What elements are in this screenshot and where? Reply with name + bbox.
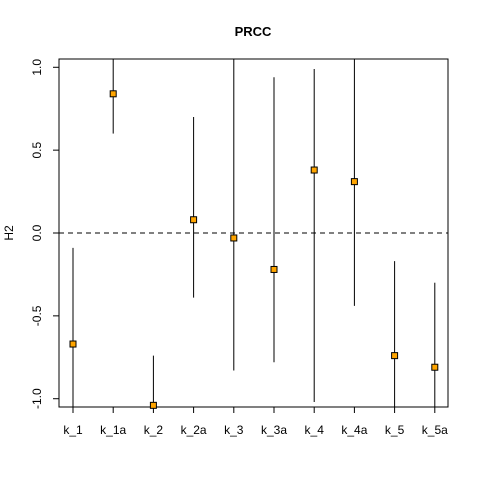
point-marker-k_1a xyxy=(109,90,117,98)
x-tick-label: k_5 xyxy=(385,423,405,437)
x-tick-label: k_3 xyxy=(224,423,244,437)
point-marker-k_3 xyxy=(230,234,238,242)
x-tick-label: k_3a xyxy=(261,423,287,437)
x-axis: k_1 k_1a k_2 k_2a k_3 k_3a k_4 k_4a k_5 k_5a xyxy=(63,407,448,437)
point-marker-k_4 xyxy=(310,166,318,174)
point-marker-k_5 xyxy=(391,352,399,360)
y-axis-label: H2 xyxy=(2,225,16,241)
point-marker-k_1 xyxy=(69,340,77,348)
x-tick-label: k_4a xyxy=(341,423,367,437)
point-marker-k_3a xyxy=(270,265,278,273)
y-axis: -1.0 -0.5 0.0 0.5 1.0 xyxy=(30,59,59,409)
point-marker-k_2a xyxy=(190,216,198,224)
point-marker-k_4a xyxy=(350,178,358,186)
data-marks xyxy=(69,59,439,409)
chart-title: PRCC xyxy=(235,24,272,39)
x-tick-label: k_2 xyxy=(144,423,164,437)
x-tick-label: k_2a xyxy=(181,423,207,437)
point-marker-k_2 xyxy=(149,401,157,409)
y-tick-label: 0.5 xyxy=(30,141,44,158)
x-tick-label: k_1 xyxy=(63,423,83,437)
x-tick-label: k_4 xyxy=(305,423,325,437)
point-marker-k_5a xyxy=(431,363,439,371)
y-tick-label: -1.0 xyxy=(30,388,44,409)
x-tick-label: k_1a xyxy=(100,423,126,437)
y-tick-label: 0.0 xyxy=(30,224,44,241)
x-tick-label: k_5a xyxy=(422,423,448,437)
y-tick-label: -0.5 xyxy=(30,305,44,326)
y-tick-label: 1.0 xyxy=(30,59,44,76)
